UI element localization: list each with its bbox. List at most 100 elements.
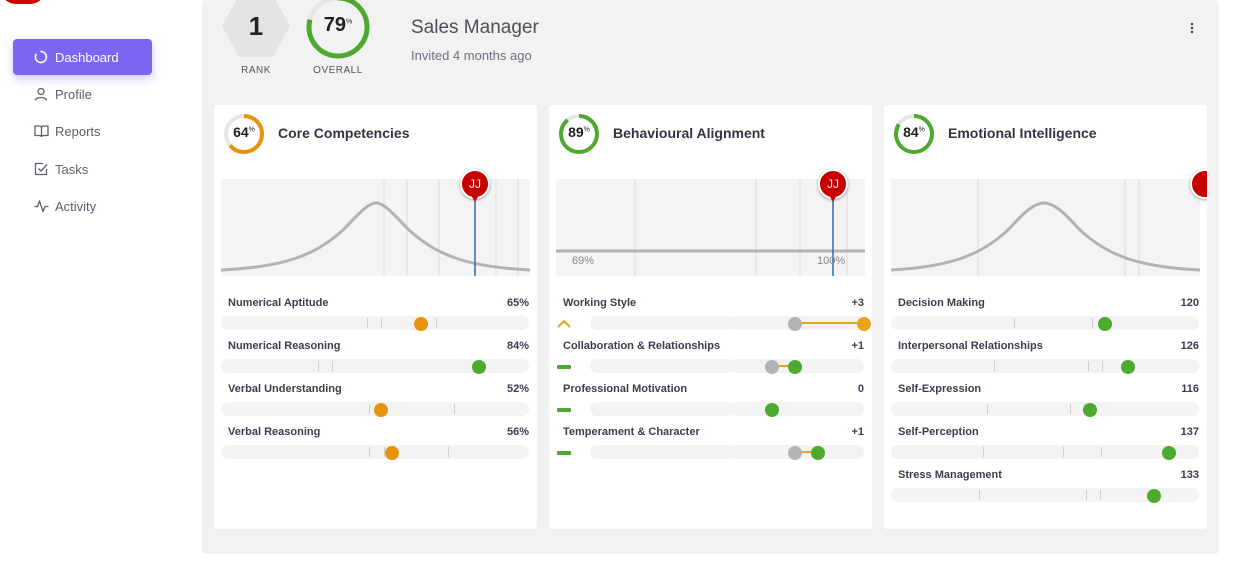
benchmark-dot xyxy=(765,360,779,374)
score-track xyxy=(891,488,1199,503)
pulse-icon xyxy=(33,198,49,214)
score-track-right xyxy=(730,359,864,374)
percent-sign: % xyxy=(918,126,925,134)
score-track xyxy=(221,359,529,374)
invite-status: Invited 4 months ago xyxy=(411,48,532,63)
rank-value: 1 xyxy=(248,10,264,41)
score-dot xyxy=(1098,317,1112,331)
row-label: Collaboration & Relationships xyxy=(563,340,721,352)
sidebar-item-dashboard[interactable]: Dashboard xyxy=(13,39,152,75)
score-ring xyxy=(559,114,599,154)
score-dot xyxy=(385,446,399,460)
distribution-plot xyxy=(221,179,530,276)
book-icon xyxy=(33,123,49,139)
row-label: Interpersonal Relationships xyxy=(898,340,1043,352)
sidebar-item-label: Activity xyxy=(55,198,97,214)
rank-badge: 1 xyxy=(222,0,290,57)
row-label: Numerical Aptitude xyxy=(228,297,329,309)
row-value: 137 xyxy=(1180,426,1199,438)
distribution-plot xyxy=(891,179,1200,276)
row-value: +3 xyxy=(851,297,864,309)
row-value: 56% xyxy=(506,426,529,438)
candidate-marker[interactable]: JJ xyxy=(818,169,848,209)
row-label: Self-Perception xyxy=(898,426,979,438)
alignment-plot: 69% 100% xyxy=(556,179,865,276)
score-track-right xyxy=(730,402,864,417)
overall-score-ring xyxy=(306,0,370,59)
row-label: Self-Expression xyxy=(898,383,982,395)
score-track xyxy=(221,445,529,460)
score-track xyxy=(221,316,529,331)
sidebar-item-label: Profile xyxy=(55,86,92,102)
sidebar-item-label: Tasks xyxy=(55,161,89,177)
score-dot xyxy=(811,446,825,460)
score-track-left xyxy=(590,359,735,373)
sidebar-item-reports[interactable]: Reports xyxy=(13,113,152,149)
distribution-curve xyxy=(221,201,530,272)
card-title: Behavioural Alignment xyxy=(613,125,765,141)
overall-value: 79 xyxy=(323,14,346,36)
score-dot xyxy=(1121,360,1135,374)
logo xyxy=(0,0,46,4)
candidate-marker[interactable]: JJ xyxy=(460,169,490,209)
score-dot xyxy=(472,360,486,374)
percent-sign: % xyxy=(583,126,590,134)
row-value: 116 xyxy=(1181,383,1199,395)
row-value: 65% xyxy=(506,297,529,309)
row-value: 120 xyxy=(1180,297,1199,309)
sidebar-item-profile[interactable]: Profile xyxy=(13,76,152,112)
row-label: Decision Making xyxy=(898,297,985,309)
score-track xyxy=(221,402,529,417)
score-track-left xyxy=(590,402,735,416)
row-label: Working Style xyxy=(563,297,637,309)
score-dot xyxy=(765,403,779,417)
percent-sign: % xyxy=(346,18,353,26)
axis-label-min: 69% xyxy=(572,255,595,267)
sidebar-item-activity[interactable]: Activity xyxy=(13,188,152,224)
sidebar-item-label: Reports xyxy=(55,123,101,139)
dash-icon xyxy=(557,365,571,369)
distribution-curve xyxy=(891,201,1200,272)
rank-label: RANK xyxy=(241,65,271,76)
dash-icon xyxy=(557,451,571,455)
card-score-value: 64 xyxy=(233,124,249,140)
overall-score: 79% xyxy=(305,14,371,37)
score-track xyxy=(891,359,1199,374)
axis-label-max: 100% xyxy=(817,255,846,267)
row-label: Stress Management xyxy=(898,469,1002,481)
row-value: +1 xyxy=(851,426,864,438)
card-score: 89% xyxy=(558,124,600,140)
page-title: Sales Manager xyxy=(411,17,539,38)
row-value: +1 xyxy=(851,340,864,352)
score-track-right xyxy=(730,445,864,460)
percent-sign: % xyxy=(248,126,255,134)
score-dot xyxy=(414,317,428,331)
sidebar-item-tasks[interactable]: Tasks xyxy=(13,151,152,187)
row-value: 133 xyxy=(1180,469,1199,481)
score-ring xyxy=(894,114,934,154)
row-label: Verbal Understanding xyxy=(228,383,342,395)
card-score-value: 84 xyxy=(903,124,919,140)
sidebar-item-label: Dashboard xyxy=(55,49,119,65)
row-value: 52% xyxy=(506,383,529,395)
kebab-menu-icon[interactable] xyxy=(1184,18,1200,38)
score-track xyxy=(891,316,1199,331)
score-dot xyxy=(374,403,388,417)
card-emotional-intelligence: 84% Emotional Intelligence Decision Maki… xyxy=(884,105,1207,529)
score-dot xyxy=(1162,446,1176,460)
row-label: Professional Motivation xyxy=(563,383,688,395)
candidate-initials: JJ xyxy=(460,169,490,199)
card-title: Core Competencies xyxy=(278,125,410,141)
spinner-icon xyxy=(33,49,49,65)
card-score: 64% xyxy=(223,124,265,140)
candidate-initials: JJ xyxy=(818,169,848,199)
score-ring xyxy=(224,114,264,154)
row-label: Temperament & Character xyxy=(563,426,700,438)
sidebar: Dashboard Profile Reports Tasks Activity xyxy=(0,0,170,561)
score-dot xyxy=(1147,489,1161,503)
card-title: Emotional Intelligence xyxy=(948,125,1097,141)
checkbox-icon xyxy=(33,161,49,177)
card-behavioural-alignment: 89% Behavioural Alignment 69% 100% JJ Wo… xyxy=(549,105,872,529)
card-score-value: 89 xyxy=(568,124,584,140)
score-track xyxy=(891,402,1199,417)
